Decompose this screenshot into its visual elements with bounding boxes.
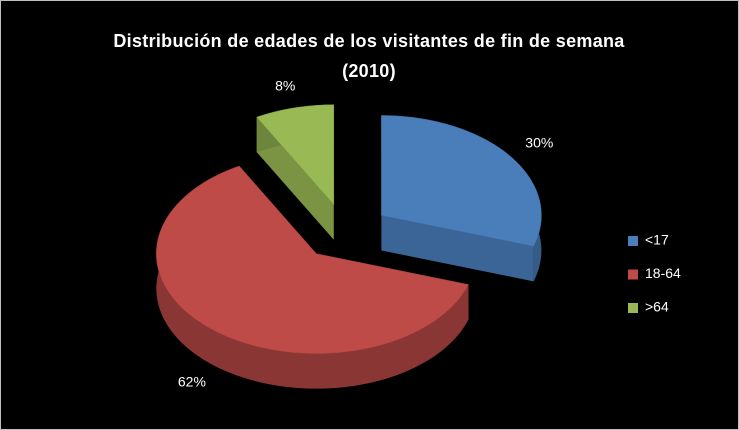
slice-radial-face (256, 117, 334, 240)
data-label: 62% (178, 373, 206, 389)
legend-swatch (628, 236, 638, 246)
chart-title: Distribución de edades de los visitantes… (113, 31, 625, 81)
pie-slice (381, 115, 542, 247)
slice-radial-face (381, 215, 534, 282)
data-label: 30% (525, 134, 553, 150)
slice (256, 104, 335, 240)
legend-label: 18-64 (645, 265, 681, 281)
legend-label: >64 (645, 299, 669, 315)
legend-swatch (628, 303, 638, 313)
pie-slice (156, 165, 469, 354)
slice (381, 115, 542, 282)
legend-label: <17 (645, 232, 669, 248)
data-label: 8% (275, 77, 295, 93)
pie-slice (256, 104, 335, 206)
legend-swatch (628, 269, 638, 280)
slice (156, 165, 469, 389)
